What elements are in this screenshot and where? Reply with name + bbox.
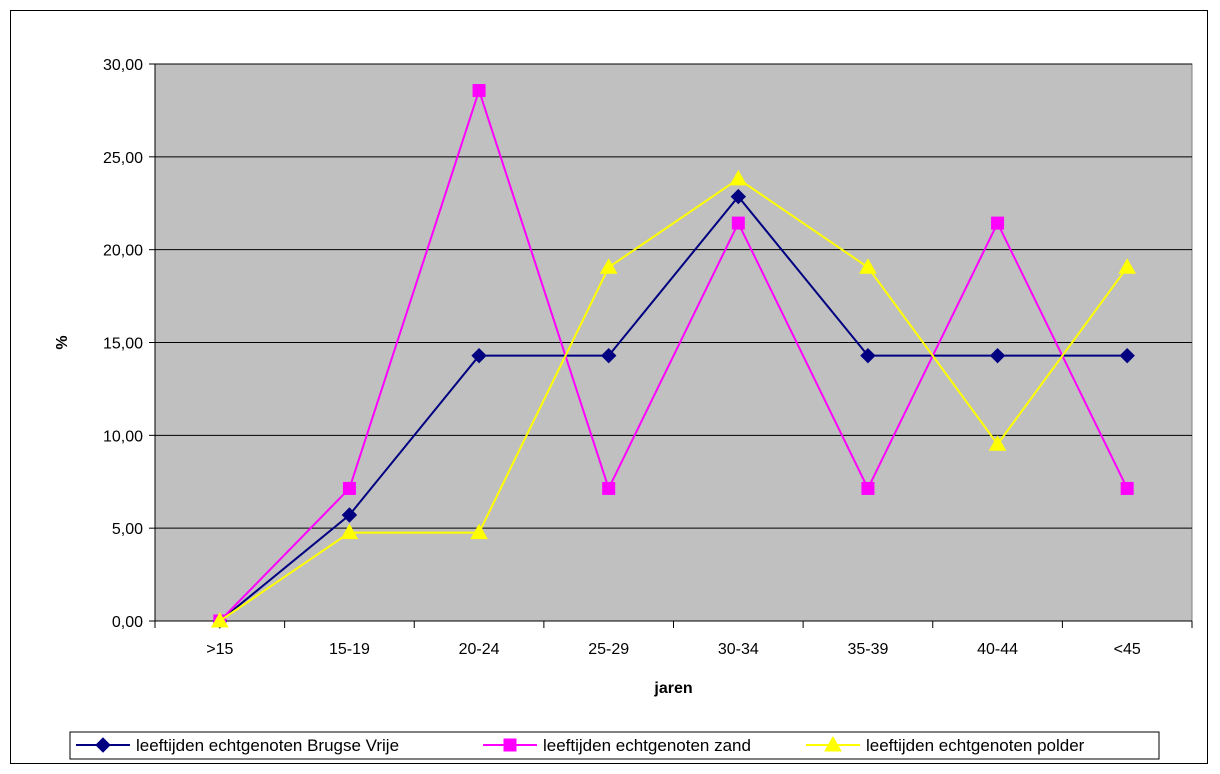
triangle-marker — [470, 523, 488, 540]
x-tick-label: 15-19 — [329, 641, 370, 658]
legend-item: leeftijden echtgenoten polder — [806, 735, 1085, 755]
triangle-marker — [824, 735, 842, 752]
x-axis-title: jaren — [653, 680, 692, 697]
series-0 — [212, 188, 1135, 629]
diamond-marker — [600, 347, 617, 364]
series-2 — [210, 169, 1137, 628]
diamond-marker — [989, 347, 1006, 364]
triangle-marker — [988, 435, 1007, 451]
square-marker — [991, 216, 1005, 230]
series-line — [219, 87, 1129, 622]
gridlines — [155, 63, 1192, 529]
legend-label: leeftijden echtgenoten Brugse Vrije — [136, 736, 399, 755]
square-marker — [472, 84, 486, 98]
y-tick-label: 30,00 — [103, 57, 143, 74]
y-tick-label: 20,00 — [103, 243, 143, 260]
diamond-marker — [471, 347, 487, 364]
axes — [149, 63, 1193, 628]
x-tick-label: 25-29 — [588, 641, 629, 658]
legend-label: leeftijden echtgenoten polder — [866, 736, 1085, 755]
x-tick-label: 35-39 — [847, 641, 888, 658]
series-line — [219, 194, 1128, 622]
x-tick-label: 20-24 — [459, 641, 500, 658]
x-tick-labels: >15 15-19 20-24 25-29 30-34 35-39 40-44 <45 — [206, 641, 1141, 658]
x-tick-label: >15 — [206, 641, 233, 658]
diamond-marker — [341, 507, 358, 523]
diamond-marker — [730, 188, 747, 205]
y-tick-label: 5,00 — [112, 521, 143, 538]
triangle-marker — [599, 258, 618, 274]
diamond-marker — [860, 347, 876, 364]
y-tick-labels: 0,00 5,00 10,00 15,00 20,00 25,00 30,00 — [103, 57, 143, 631]
diamond-marker — [95, 737, 111, 753]
triangle-marker — [729, 169, 748, 186]
legend: leeftijden echtgenoten Brugse Vrije leeft… — [69, 731, 1160, 760]
x-tick-label: 40-44 — [977, 641, 1018, 658]
square-marker — [503, 738, 517, 752]
triangle-marker — [859, 258, 877, 274]
y-tick-label: 0,00 — [112, 614, 143, 631]
diamond-marker — [1119, 347, 1135, 364]
legend-label: leeftijden echtgenoten zand — [543, 736, 751, 755]
triangle-marker — [340, 523, 359, 540]
triangle-marker — [210, 611, 229, 628]
y-axis-title: % — [54, 335, 71, 349]
square-marker — [1120, 481, 1134, 495]
legend-item: leeftijden echtgenoten Brugse Vrije — [76, 736, 399, 755]
legend-box — [69, 731, 1160, 760]
series-group — [210, 84, 1137, 629]
x-tick-label: 30-34 — [718, 641, 759, 658]
y-tick-label: 25,00 — [103, 150, 143, 167]
square-marker — [861, 481, 875, 495]
square-marker — [731, 216, 745, 230]
triangle-marker — [1118, 258, 1137, 274]
square-marker — [602, 481, 616, 495]
square-marker — [342, 481, 356, 495]
x-tick-label: <45 — [1114, 641, 1141, 658]
legend-item: leeftijden echtgenoten zand — [483, 736, 751, 755]
y-tick-label: 15,00 — [103, 336, 143, 353]
y-tick-label: 10,00 — [103, 428, 143, 445]
series-line — [219, 177, 1128, 622]
